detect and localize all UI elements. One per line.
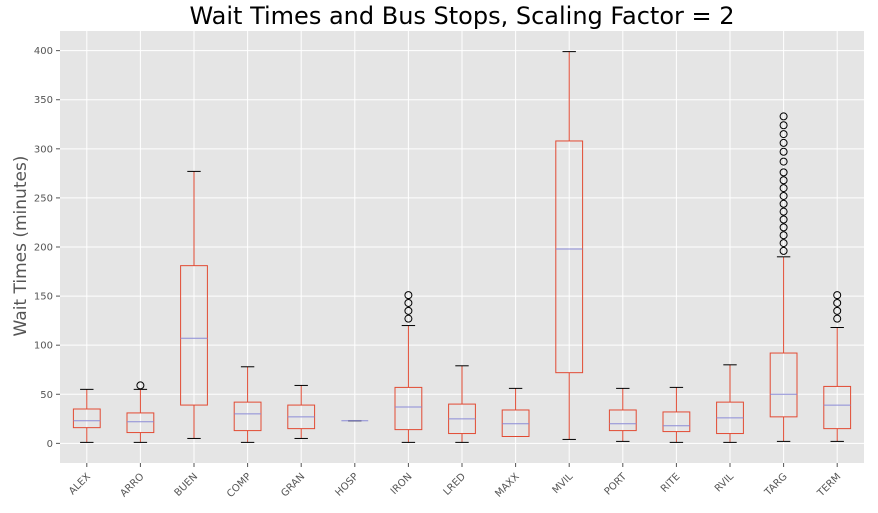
box-arro (126, 381, 155, 443)
outlier-point (779, 121, 788, 130)
x-tick-label: RVIL (713, 471, 736, 494)
outlier-point (779, 112, 788, 121)
outlier-point (779, 138, 788, 147)
y-tick-label: 300 (34, 144, 53, 155)
y-tick-label: 200 (34, 243, 53, 254)
outlier-point (833, 306, 842, 315)
x-tick-label: TERM (815, 471, 843, 499)
y-tick-label: 100 (34, 341, 53, 352)
y-tick-label: 0 (47, 439, 53, 450)
x-tick-label: BUEN (173, 471, 201, 499)
outlier-point (779, 223, 788, 232)
outlier-point (779, 231, 788, 240)
x-tick-label: MVIL (551, 471, 576, 496)
outlier-point (833, 314, 842, 323)
outlier-point (779, 157, 788, 166)
x-tick-label: GRAN (279, 471, 307, 499)
box-iqr (662, 411, 691, 433)
outlier-point (779, 184, 788, 193)
box-port (608, 387, 637, 442)
x-tick-label: RITE (659, 471, 683, 495)
x-tick-label: ALEX (67, 471, 93, 497)
y-tick-label: 150 (34, 292, 53, 303)
outlier-point (779, 239, 788, 248)
box-iqr (555, 140, 584, 374)
outlier-point (833, 298, 842, 307)
outlier-point (779, 199, 788, 208)
box-iron (394, 291, 423, 443)
y-tick-label: 50 (40, 390, 53, 401)
box-alex (72, 388, 101, 443)
box-maxx (501, 387, 530, 437)
box-iqr (180, 265, 208, 406)
box-iqr (72, 408, 101, 429)
box-iqr (823, 385, 852, 430)
outlier-point (779, 191, 788, 200)
box-iqr (769, 352, 798, 418)
x-tick-label: ARRO (119, 471, 147, 499)
outlier-point (779, 168, 788, 177)
outlier-point (779, 147, 788, 156)
box-comp (233, 366, 262, 443)
outlier-point (404, 314, 413, 323)
y-axis-ticks: 0 50 100 150 200 250 300 350 400 (34, 46, 60, 450)
box-gran (287, 384, 316, 439)
box-iqr (608, 409, 637, 432)
x-axis-ticks: ALEX ARRO BUEN COMP GRAN HOSP IRON LRED MAXX MVIL… (67, 463, 843, 500)
box-targ (769, 112, 798, 442)
box-mvil (555, 51, 584, 440)
box-term (823, 291, 852, 442)
outlier-point (779, 246, 788, 255)
outlier-point (779, 176, 788, 185)
outlier-point (136, 381, 145, 390)
box-rite (662, 386, 691, 443)
box-rvil (716, 364, 744, 443)
x-tick-label: COMP (225, 471, 254, 500)
outlier-point (404, 298, 413, 307)
x-tick-label: PORT (603, 471, 630, 498)
x-tick-label: LRED (442, 471, 469, 498)
x-tick-label: IRON (389, 471, 415, 497)
x-tick-label: HOSP (333, 471, 360, 498)
box-buen (180, 170, 208, 439)
y-axis-label: Wait Times (minutes) (11, 156, 31, 337)
outlier-point (404, 306, 413, 315)
outlier-point (779, 207, 788, 216)
y-tick-label: 250 (34, 193, 53, 204)
outlier-point (833, 291, 842, 300)
chart-title: Wait Times and Bus Stops, Scaling Factor… (189, 2, 734, 30)
box-iqr (233, 401, 262, 432)
box-iqr (126, 412, 155, 434)
y-tick-label: 400 (34, 46, 53, 57)
boxes-layer (72, 51, 852, 443)
box-lred (448, 365, 476, 443)
box-iqr (394, 386, 423, 431)
y-tick-label: 350 (34, 95, 53, 106)
x-tick-label: TARG (762, 471, 789, 498)
outlier-point (779, 130, 788, 139)
outlier-point (779, 215, 788, 224)
x-tick-label: MAXX (493, 471, 522, 500)
outlier-point (404, 291, 413, 300)
